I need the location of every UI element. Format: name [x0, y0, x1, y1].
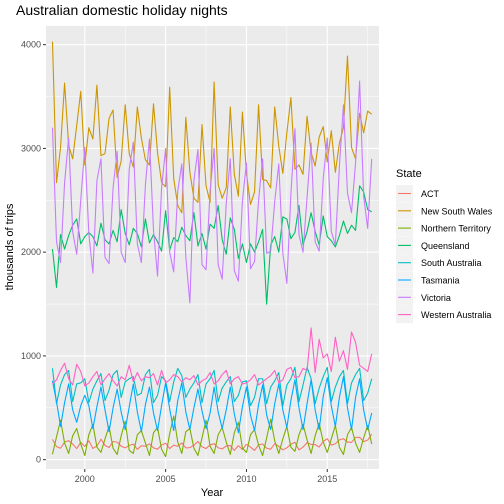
- x-tick-label: 2000: [75, 474, 95, 484]
- series-line-0: [51, 433, 373, 451]
- legend-label: Tasmania: [421, 276, 460, 286]
- legend-label: South Australia: [421, 258, 482, 268]
- y-axis-title: thousands of trips: [4, 203, 16, 290]
- chart-title: Australian domestic holiday nights: [16, 2, 228, 18]
- gridlines: [46, 26, 379, 469]
- legend-label: Queensland: [421, 241, 470, 251]
- x-axis-title: Year: [201, 487, 224, 499]
- legend-label: ACT: [421, 189, 440, 199]
- legend-label: Victoria: [421, 293, 451, 303]
- y-tick-label: 2000: [21, 247, 41, 257]
- y-axis: 0 1000 2000 3000 4000: [21, 40, 46, 465]
- y-tick-label: 3000: [21, 143, 41, 153]
- legend: State ACT New South Wales Northern Territo…: [396, 168, 493, 324]
- legend-title: State: [396, 168, 422, 180]
- x-axis: 2000 2005 2010 2015: [75, 469, 337, 484]
- x-tick-label: 2015: [317, 474, 337, 484]
- legend-label: Northern Territory: [421, 224, 491, 234]
- series-line-4: [51, 366, 373, 407]
- series-line-7: [52, 327, 373, 387]
- y-tick-label: 4000: [21, 40, 41, 50]
- series-line-3: [51, 185, 372, 305]
- series-line-1: [51, 41, 373, 214]
- legend-label: Western Australia: [421, 310, 491, 320]
- legend-label: New South Wales: [421, 206, 493, 216]
- series-line-5: [51, 376, 373, 434]
- x-tick-label: 2010: [236, 474, 256, 484]
- y-tick-label: 0: [36, 455, 41, 465]
- series-lines: [51, 41, 373, 458]
- y-tick-label: 1000: [21, 351, 41, 361]
- x-tick-label: 2005: [156, 474, 176, 484]
- series-line-6: [51, 80, 373, 304]
